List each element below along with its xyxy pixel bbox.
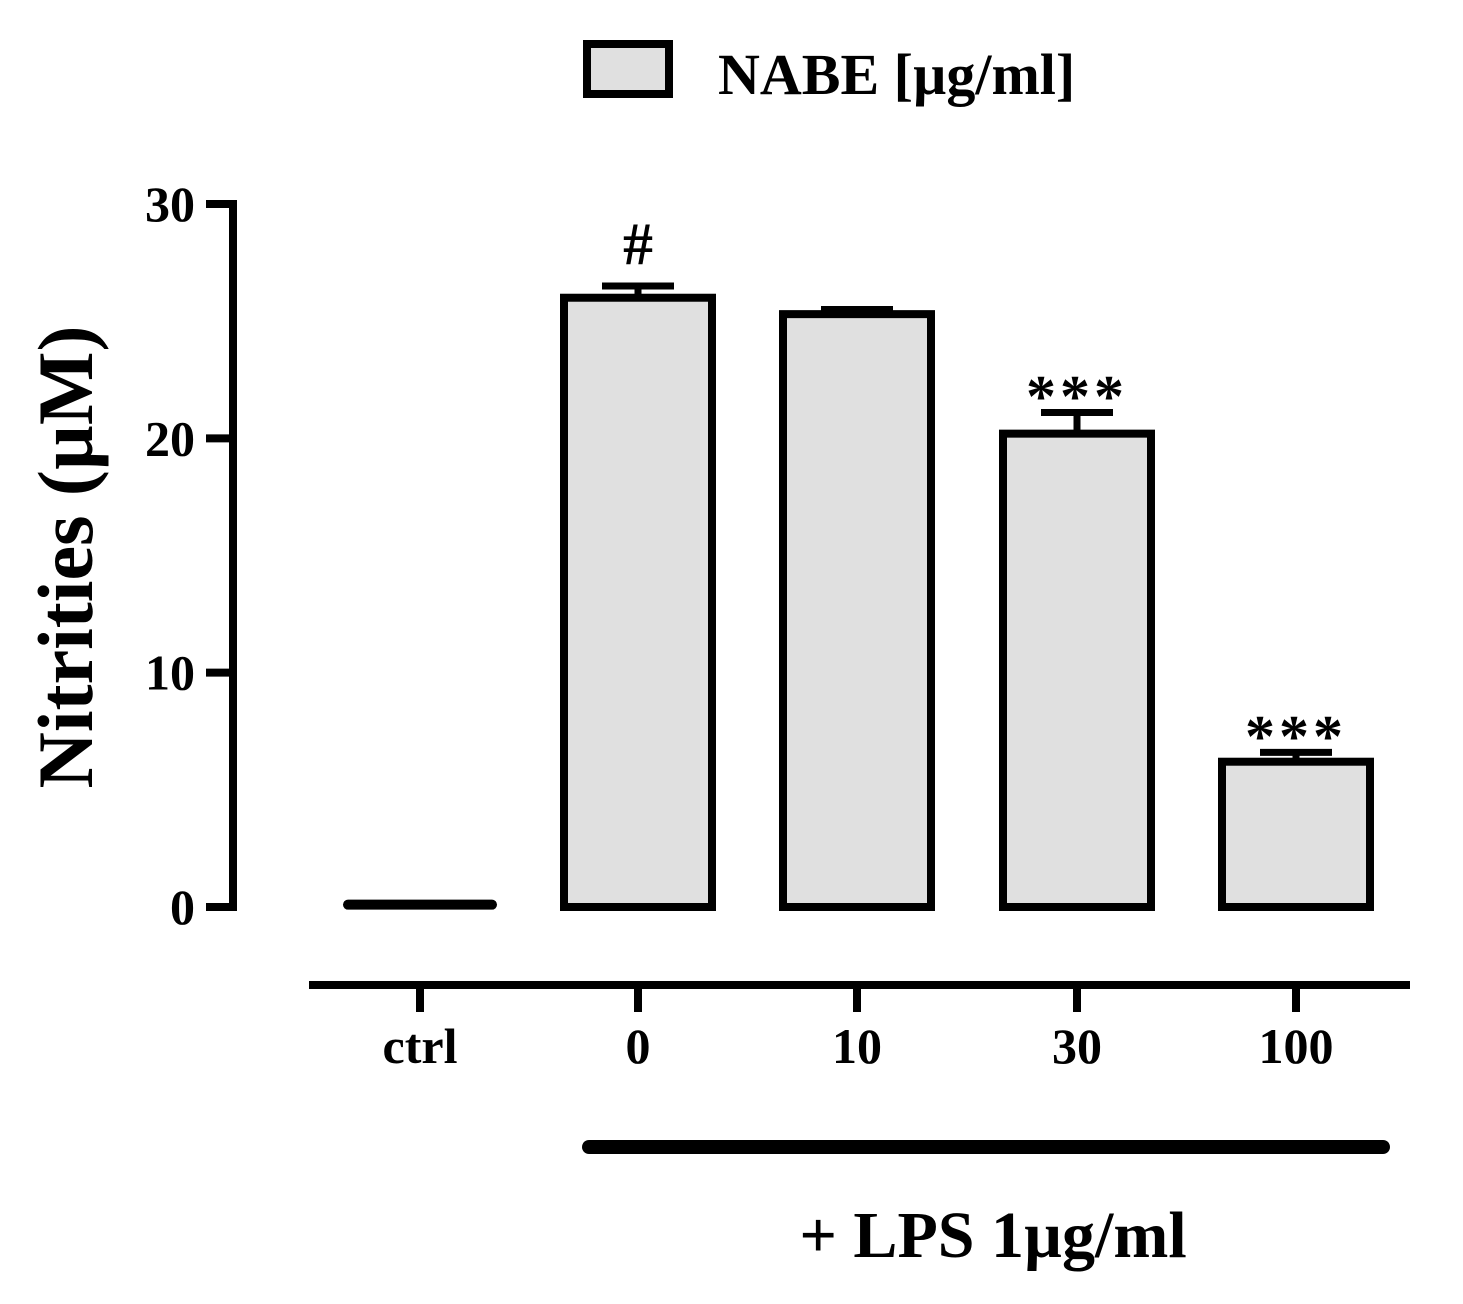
x-tick-label-30: 30	[1052, 1018, 1102, 1074]
x-tick-label-100: 100	[1259, 1018, 1334, 1074]
bar-100	[1218, 757, 1374, 911]
annotation-100: ***	[1245, 703, 1347, 769]
x-tick-label-ctrl: ctrl	[383, 1018, 458, 1074]
y-tick-label-10: 10	[145, 645, 195, 701]
x-tick-label-0: 0	[626, 1018, 651, 1074]
bar-10	[779, 310, 935, 911]
y-tick-label-0: 0	[170, 879, 195, 935]
legend-label: NABE [µg/ml]	[718, 42, 1075, 107]
bars: # *** ***	[343, 211, 1374, 911]
legend: NABE [µg/ml]	[583, 40, 1075, 107]
bar-0	[560, 293, 716, 911]
y-tick-label-20: 20	[145, 410, 195, 466]
x-tick-label-10: 10	[832, 1018, 882, 1074]
legend-swatch	[583, 40, 673, 98]
lps-group-label: + LPS 1µg/ml	[799, 1199, 1186, 1272]
bar-30	[999, 429, 1155, 911]
y-axis: 0 10 20 30	[145, 176, 237, 935]
annotation-30: ***	[1026, 364, 1128, 430]
annotation-0: #	[623, 211, 653, 277]
y-axis-title: Nitrities (µM)	[22, 326, 109, 789]
x-axis: ctrl 0 10 30 100	[309, 981, 1410, 1074]
y-tick-label-30: 30	[145, 176, 195, 232]
